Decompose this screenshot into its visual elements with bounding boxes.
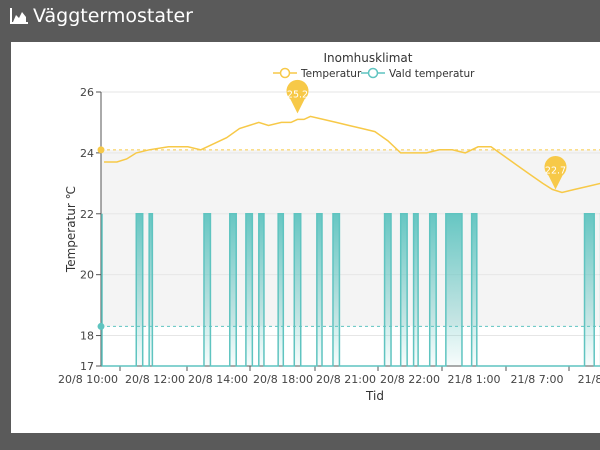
chart-area-icon (10, 8, 28, 24)
temperature-pin-label: 22.7 (545, 165, 566, 176)
x-tick-label: 20/8 12:00 (125, 373, 185, 386)
y-tick-label: 24 (80, 147, 94, 160)
y-axis-title: Temperatur ℃ (64, 186, 78, 273)
setpoint-pulse (384, 213, 392, 366)
setpoint-pulse (203, 213, 211, 366)
setpoint-pulse (429, 213, 437, 366)
setpoint-pulse (471, 213, 477, 366)
temperature-line (104, 115, 600, 194)
y-tick-label: 17 (80, 360, 94, 373)
legend-setpoint-marker (367, 67, 379, 79)
average-band (101, 149, 600, 327)
x-tick-label: 20/8 14:00 (188, 373, 248, 386)
y-tick-label: 20 (80, 269, 94, 282)
x-tick-label: 21/8 7:00 (511, 373, 564, 386)
app-header: Väggtermostater (0, 0, 600, 34)
indoor-climate-chart: 17 18 20 22 24 26 20/8 10:00 20/8 12:00 20/8 14:… (58, 51, 600, 403)
x-tick-label: 21/8 (578, 373, 600, 386)
y-tick-label: 26 (80, 86, 94, 99)
setpoint-pulse (245, 213, 253, 366)
chart-title: Inomhusklimat (323, 51, 412, 65)
x-axis-title: Tid (365, 389, 384, 403)
setpoint-line (102, 213, 600, 367)
y-tick-label: 22 (80, 208, 94, 221)
setpoint-pulse (584, 213, 595, 366)
x-tick-label: 20/8 22:00 (380, 373, 440, 386)
setpoint-pulse (229, 213, 237, 366)
legend-temperature-marker (279, 67, 291, 79)
setpoint-pulse (258, 213, 264, 366)
page-title: Väggtermostater (33, 5, 193, 27)
setpoint-pulse (332, 213, 340, 366)
x-tick-label: 20/8 18:00 (253, 373, 313, 386)
setpoint-average-marker (97, 322, 105, 330)
x-tick-label: 21/8 1:00 (448, 373, 501, 386)
y-tick-label: 18 (80, 330, 94, 343)
setpoint-pulse (413, 213, 419, 366)
setpoint-pulse (316, 213, 323, 366)
setpoint-pulse (136, 213, 143, 366)
temperature-average-marker (97, 146, 105, 154)
setpoint-pulse (445, 213, 462, 366)
legend-setpoint-label: Vald temperatur (389, 68, 475, 80)
setpoint-pulse (149, 213, 153, 366)
setpoint-pulse (294, 213, 301, 366)
chart-panel: 17 18 20 22 24 26 20/8 10:00 20/8 12:00 20/8 14:… (11, 42, 600, 433)
setpoint-pulse (278, 213, 284, 366)
setpoint-pulse (400, 213, 408, 366)
x-tick-label: 20/8 21:00 (316, 373, 376, 386)
temperature-pin (286, 79, 309, 114)
x-tick-label: 20/8 10:00 (58, 373, 118, 386)
temperature-pin (544, 155, 567, 190)
legend-temperature-label: Temperatur (300, 68, 362, 80)
temperature-pin-label: 25.2 (287, 89, 308, 100)
